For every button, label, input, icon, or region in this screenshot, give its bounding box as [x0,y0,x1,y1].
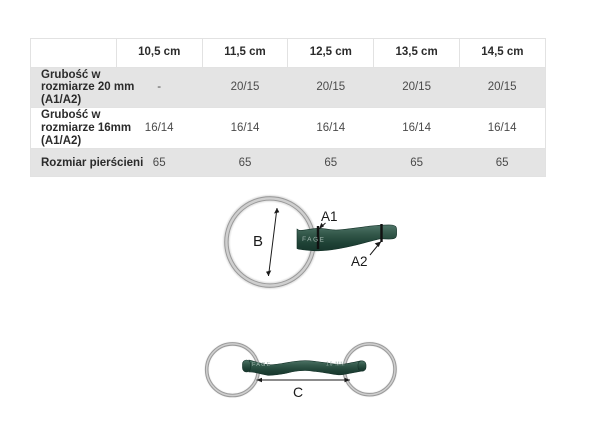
svg-text:B: B [253,233,263,250]
svg-text:16 MM: 16 MM [326,362,345,368]
svg-text:A1: A1 [321,209,338,224]
svg-text:FAGE: FAGE [252,362,271,368]
svg-text:C: C [293,384,303,400]
svg-text:FAGE: FAGE [302,236,326,244]
svg-text:A2: A2 [351,254,368,269]
